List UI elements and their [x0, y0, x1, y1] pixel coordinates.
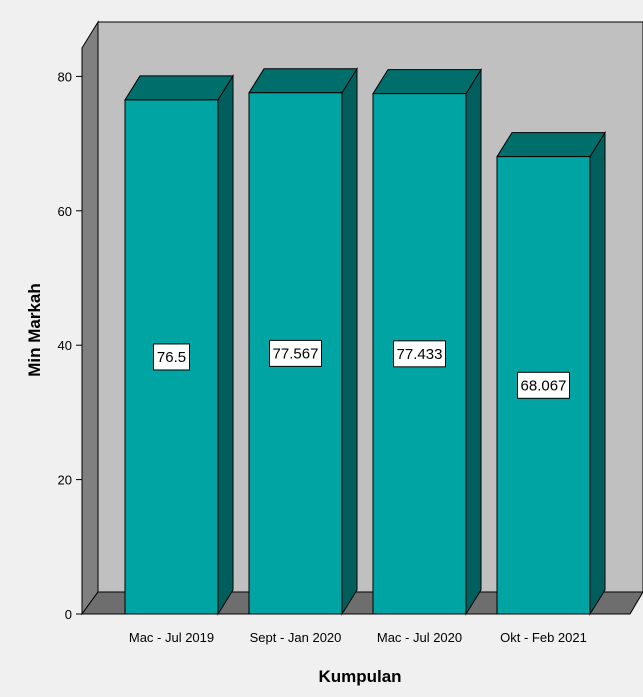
bar-top-face: [124, 75, 234, 101]
bar-side-face: [217, 74, 234, 616]
y-tick-label: 40: [58, 338, 72, 353]
data-label-text: 77.433: [397, 346, 443, 363]
x-tick-label: Okt - Feb 2021: [500, 630, 587, 645]
data-label: 76.5: [153, 343, 190, 371]
y-tick-label: 0: [65, 607, 72, 622]
data-label-text: 76.5: [157, 349, 186, 366]
data-label-box: [517, 371, 570, 399]
x-tick-label: Mac - Jul 2020: [377, 630, 462, 645]
y-tick-label: 80: [58, 69, 72, 84]
data-label-box: [269, 339, 322, 367]
bar-top-face: [372, 69, 482, 95]
data-label: 68.067: [517, 371, 570, 399]
y-axis-title: Min Markah: [25, 283, 44, 377]
y-tick-label: 20: [58, 473, 72, 488]
data-label: 77.433: [393, 340, 446, 368]
bar-top-face: [248, 68, 358, 94]
data-label-box: [393, 340, 446, 368]
data-label-text: 68.067: [521, 377, 567, 394]
bar-top-face: [496, 132, 606, 158]
x-axis-labels: Mac - Jul 2019 Sept - Jan 2020 Mac - Jul 2…: [129, 630, 587, 645]
bar-side-face: [589, 130, 606, 616]
bar-side-face: [341, 67, 358, 616]
x-axis-title: Kumpulan: [318, 667, 401, 686]
data-labels-group: 76.5 77.567 77.433 68.067: [153, 339, 570, 399]
y-tick-label: 60: [58, 204, 72, 219]
data-label-text: 77.567: [273, 345, 319, 362]
bar-side-face: [465, 67, 482, 616]
data-label: 77.567: [269, 339, 322, 367]
x-tick-label: Sept - Jan 2020: [250, 630, 342, 645]
data-label-box: [153, 343, 190, 371]
plot-left-wall: [81, 20, 99, 616]
y-axis-ticks: 0 20 40 60 80: [58, 69, 82, 622]
x-tick-label: Mac - Jul 2019: [129, 630, 214, 645]
